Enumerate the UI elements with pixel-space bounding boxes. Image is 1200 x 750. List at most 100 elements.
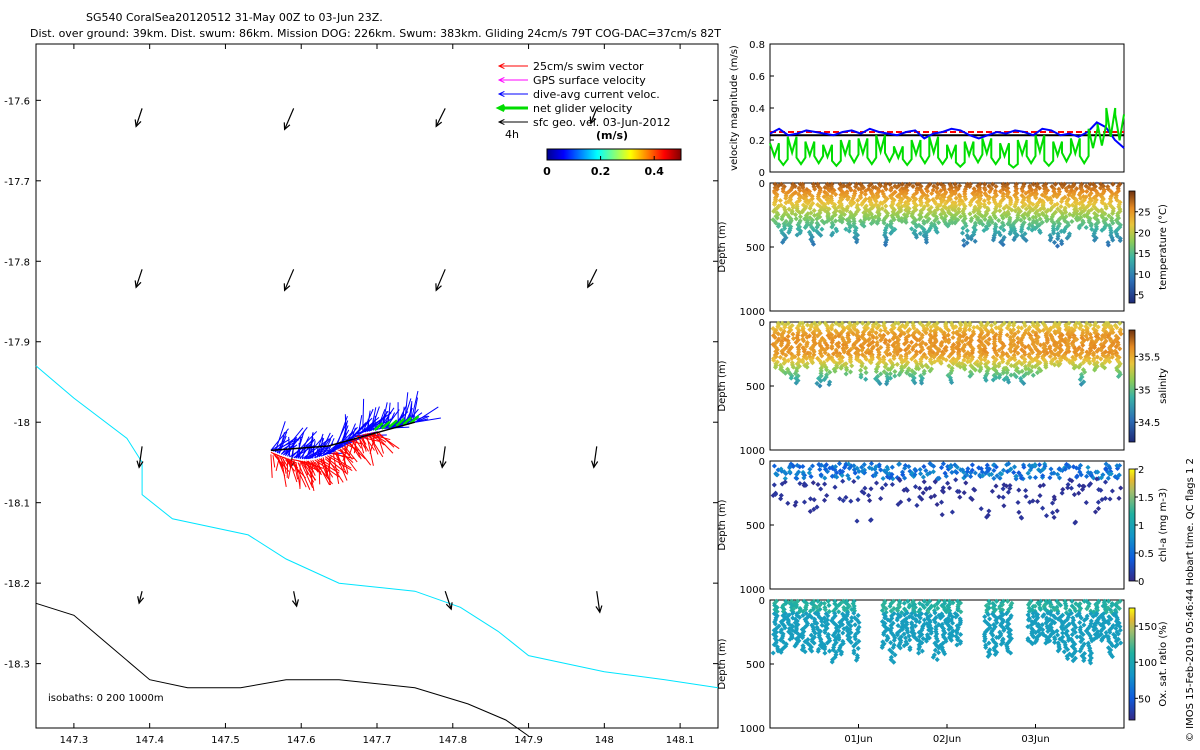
chla-point — [878, 467, 884, 473]
salinity-point — [1000, 370, 1006, 376]
temperature-point — [876, 212, 882, 218]
chla-panel: 0 500 1000 Depth (m) 0 0.5 1 1.5 2 chl-a (mg m-3) — [717, 457, 1169, 596]
current-vector — [414, 406, 439, 423]
temperature-point — [1058, 204, 1064, 210]
oxygen-point — [1052, 636, 1058, 642]
oxygen-point — [1105, 598, 1112, 604]
chla-point — [947, 464, 953, 470]
map-frame — [35, 43, 719, 729]
chla-point — [794, 471, 800, 477]
chla-point — [969, 496, 975, 502]
legend-arrow-head — [497, 62, 505, 70]
salinity-point — [996, 374, 1002, 380]
swim-vector — [275, 457, 280, 472]
oxygen-point — [1061, 649, 1067, 655]
oxygen-y-tick-label: 1000 — [740, 724, 765, 735]
salinity-point — [961, 348, 967, 354]
chla-point — [1066, 464, 1072, 470]
current-vector — [288, 436, 291, 457]
temperature-point — [786, 229, 792, 235]
swim-vector — [318, 460, 321, 485]
salinity-point — [1078, 381, 1084, 387]
swim-vector — [299, 460, 314, 489]
current-vector — [312, 446, 314, 459]
salinity-point — [949, 379, 955, 386]
oxygen-point — [887, 618, 893, 624]
chla-point — [1004, 469, 1010, 475]
geo-velocity-arrow — [587, 269, 598, 288]
chla-point — [1108, 471, 1114, 477]
chla-point — [1030, 498, 1036, 504]
chla-point — [920, 474, 926, 480]
swim-vector — [368, 432, 379, 455]
oxygen-point — [822, 619, 828, 625]
oxygen-point — [881, 631, 887, 638]
temperature-point — [1052, 181, 1058, 187]
chla-point — [1056, 475, 1063, 481]
salinity-point — [985, 341, 992, 347]
current-vector — [370, 407, 377, 431]
velocity-y-tick-label: 0.2 — [749, 136, 765, 147]
oxygen-point — [950, 620, 956, 626]
chla-point — [932, 479, 938, 485]
oxygen-point — [930, 654, 936, 660]
chla-point — [939, 512, 945, 518]
chla-point — [855, 474, 861, 481]
temperature-point — [1066, 203, 1072, 209]
oxygen-point — [901, 643, 907, 649]
temperature-point — [1030, 201, 1036, 207]
temperature-point — [980, 221, 986, 227]
oxygen-point — [994, 598, 1000, 604]
isobath-1000m-line — [35, 602, 529, 737]
oxygen-point — [998, 641, 1004, 647]
oxygen-colorbar-label: Ox. sat. ratio (%) — [1158, 621, 1169, 706]
swim-vector — [276, 454, 283, 468]
temperature-point — [1033, 214, 1039, 220]
oxygen-profile-points — [770, 598, 1124, 666]
oxygen-y-tick-label: 500 — [746, 660, 765, 671]
salinity-point — [847, 369, 854, 375]
temperature-point — [894, 184, 900, 190]
salinity-point — [882, 327, 888, 334]
temperature-point — [1030, 207, 1036, 213]
map-x-tick-label: 147.7 — [363, 735, 392, 746]
swim-vector — [326, 455, 332, 476]
swim-vector — [322, 457, 332, 486]
temperature-point — [1012, 208, 1018, 214]
oxygen-point — [879, 644, 885, 651]
salinity-point — [1025, 326, 1032, 333]
chla-point — [785, 500, 791, 506]
oxygen-point — [809, 648, 815, 654]
colorbar-tick-label: 0.4 — [644, 165, 664, 178]
salinity-point — [892, 369, 898, 375]
chla-point — [807, 496, 814, 502]
salinity-point — [1118, 331, 1124, 337]
current-vector — [341, 421, 348, 446]
salinity-point — [865, 325, 871, 331]
salinity-point — [1094, 354, 1100, 360]
chla-point — [1011, 469, 1017, 476]
map-y-tick-label: -17.8 — [4, 257, 30, 268]
swim-vector — [342, 444, 349, 462]
salinity-point — [1073, 324, 1079, 330]
map-y-tick-label: -18.3 — [4, 660, 30, 671]
salinity-point — [814, 380, 820, 386]
salinity-point — [1040, 327, 1046, 333]
chla-y-tick-label: 0 — [759, 457, 765, 468]
temperature-point — [967, 202, 973, 208]
salinity-point — [826, 381, 832, 388]
oxygen-point — [1072, 629, 1078, 635]
oxygen-point — [1109, 603, 1115, 609]
oxygen-point — [946, 626, 952, 632]
oxygen-panel: 0 500 1000 Depth (m) 50 100 150 Ox. sat. ratio … — [717, 596, 1169, 745]
chla-point — [968, 473, 974, 480]
temperature-point — [1102, 211, 1108, 217]
salinity-point — [1114, 324, 1120, 331]
salinity-point — [781, 360, 787, 366]
temperature-point — [918, 202, 924, 208]
chla-point — [895, 501, 901, 507]
salinity-point — [1015, 339, 1021, 346]
salinity-y-tick-label: 1000 — [740, 446, 765, 457]
salinity-point — [873, 320, 879, 326]
oxygen-point — [903, 635, 909, 641]
